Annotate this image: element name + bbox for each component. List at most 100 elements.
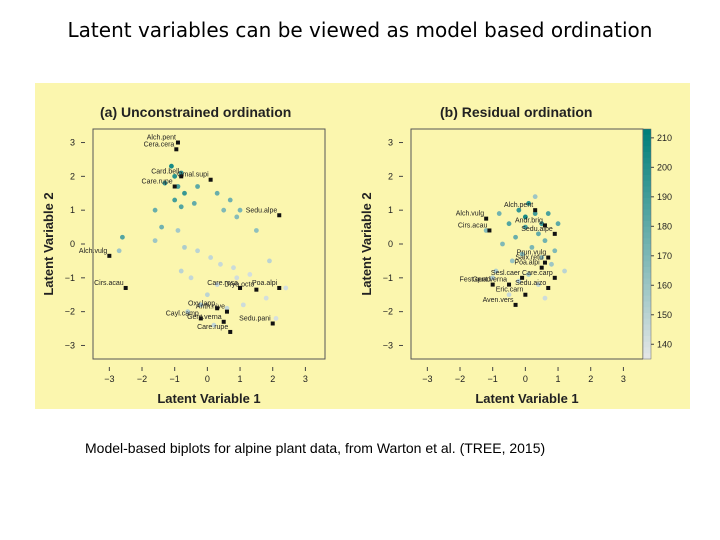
panel-a-site-point xyxy=(214,282,220,287)
colorbar-tick-label: 140 xyxy=(657,339,672,349)
panel-a-ytick-label: 1 xyxy=(70,205,75,215)
panel-b-site-point xyxy=(483,228,489,233)
colorbar-segment xyxy=(643,169,651,176)
panel-b-species-marker xyxy=(533,208,538,213)
panel-a-species-marker xyxy=(172,184,177,189)
panel-b-species-marker xyxy=(542,260,547,265)
panel-a-site-point xyxy=(283,285,289,291)
panel-b-species-label: Sesl.caer xyxy=(491,270,521,277)
colorbar-segment xyxy=(643,261,651,268)
panel-a-species-marker xyxy=(228,329,233,334)
panel-b-site-point xyxy=(506,292,512,298)
panel-a-species-marker xyxy=(224,309,229,314)
slide-title: Latent variables can be viewed as model … xyxy=(67,18,653,42)
panel-b-site-point xyxy=(549,261,554,267)
panel-b-site-point xyxy=(506,221,512,227)
panel-b-y-axis-title: Latent Variable 2 xyxy=(359,192,374,295)
panel-b-site-point xyxy=(516,207,522,213)
panel-a-site-point xyxy=(175,228,181,233)
colorbar-segment xyxy=(643,192,651,199)
colorbar-segment xyxy=(643,146,651,153)
colorbar-segment xyxy=(643,134,651,141)
colorbar-segment xyxy=(643,249,651,256)
panel-a-site-point xyxy=(198,302,204,308)
biplot-svg: (a) Unconstrained ordination −3 −2 −1 0 1 2 3 3 2… xyxy=(41,104,672,406)
panel-a-xtick-label: −2 xyxy=(137,374,147,384)
panel-a-species-label: Dryo.octo xyxy=(224,282,254,289)
panel-a-species-marker xyxy=(175,140,180,145)
panel-a-site-point xyxy=(159,224,165,230)
panel-b-species-label: Poa.alpi xyxy=(514,260,540,267)
panel-b-species-label: Alch.vulg xyxy=(456,211,485,218)
panel-a-site-point xyxy=(195,184,200,189)
colorbar-segment xyxy=(643,318,651,325)
colorbar-segment xyxy=(643,313,651,320)
colorbar-segment xyxy=(643,163,651,170)
panel-b-site-point xyxy=(500,241,505,247)
panel-a-species-marker xyxy=(208,177,213,182)
panel-a-species-marker xyxy=(238,285,243,290)
colorbar-segment xyxy=(643,244,651,251)
panel-b-species-label: Care.carp xyxy=(522,270,553,277)
panel-a-site-point xyxy=(191,201,197,206)
colorbar-frame xyxy=(642,128,652,360)
panel-a-site-point xyxy=(120,234,125,240)
panel-b-species-marker xyxy=(552,275,557,280)
panel-a-species-marker xyxy=(123,285,128,290)
panel-a-ytick-label: −3 xyxy=(65,340,75,350)
panel-b-site-point xyxy=(539,221,545,227)
panel-b-species-label: Alch.pent xyxy=(504,202,533,209)
panel-b-species-label: Andr.brig xyxy=(515,217,543,224)
panel-a-species-label: Care.rupe xyxy=(197,324,228,331)
panel-a-site-point xyxy=(227,197,233,203)
panel-a-site-point xyxy=(175,184,181,189)
panel-a-site-point xyxy=(234,275,240,281)
colorbar-tick-label: 200 xyxy=(657,162,672,172)
colorbar-segment xyxy=(643,330,651,337)
panel-a-site-point xyxy=(169,163,174,169)
colorbar-segment xyxy=(643,140,651,147)
panel-a-site-point xyxy=(237,207,243,213)
panel-b-ytick-label: −1 xyxy=(383,273,393,283)
panel-a-ytick-label: 0 xyxy=(70,239,75,249)
panel-b-site-point xyxy=(526,201,532,206)
panel-b-species-marker xyxy=(507,282,512,287)
colorbar-segment xyxy=(643,209,651,216)
panel-a-species-label: Oxy.lapp xyxy=(188,300,215,307)
panel-a-site-point xyxy=(263,295,269,301)
panel-b-xtick-label: 0 xyxy=(523,374,528,384)
panel-b-site-point xyxy=(509,258,515,264)
panel-b-site-point xyxy=(542,295,548,301)
colorbar-segment xyxy=(643,301,651,308)
panel-b-site-point xyxy=(522,224,528,230)
colorbar-segment xyxy=(643,295,651,302)
panel-a-ytick-label: −1 xyxy=(65,273,75,283)
panel-b-species-label: Fest.quad xyxy=(460,277,491,284)
panel-b-site-point xyxy=(532,194,538,200)
colorbar-segment xyxy=(643,186,651,193)
panel-b-ytick-label: 2 xyxy=(388,171,393,181)
panel-a-species-marker xyxy=(254,287,259,292)
panel-a-species-label: Alch.vulg xyxy=(79,248,108,255)
panel-b-site-point xyxy=(490,275,496,281)
panel-a-species-marker xyxy=(179,174,184,179)
panel-b-site-point xyxy=(529,244,535,250)
panel-a-species-marker xyxy=(277,285,282,290)
colorbar-segment xyxy=(643,180,651,187)
colorbar-tick-label: 160 xyxy=(657,280,672,290)
panel-b-site-point xyxy=(522,214,528,220)
panel-a-species-label: Sedu.alpe xyxy=(246,207,278,214)
panel-b-species-marker xyxy=(520,275,525,280)
colorbar-segment xyxy=(643,203,651,210)
panel-b-xtick-label: 3 xyxy=(621,374,626,384)
panel-b-species-marker xyxy=(487,228,492,233)
panel-a-site-point xyxy=(178,204,184,210)
panel-a-frame xyxy=(92,128,326,360)
panel-b-site-point xyxy=(555,221,561,227)
panel-a-xtick-label: 0 xyxy=(205,374,210,384)
panel-b-xtick-label: 2 xyxy=(588,374,593,384)
panel-b-species-label: Cirs.acau xyxy=(458,222,488,229)
panel-a-xtick-label: −3 xyxy=(104,374,114,384)
panel-b-species-marker xyxy=(523,292,528,297)
panel-b-frame xyxy=(410,128,644,360)
